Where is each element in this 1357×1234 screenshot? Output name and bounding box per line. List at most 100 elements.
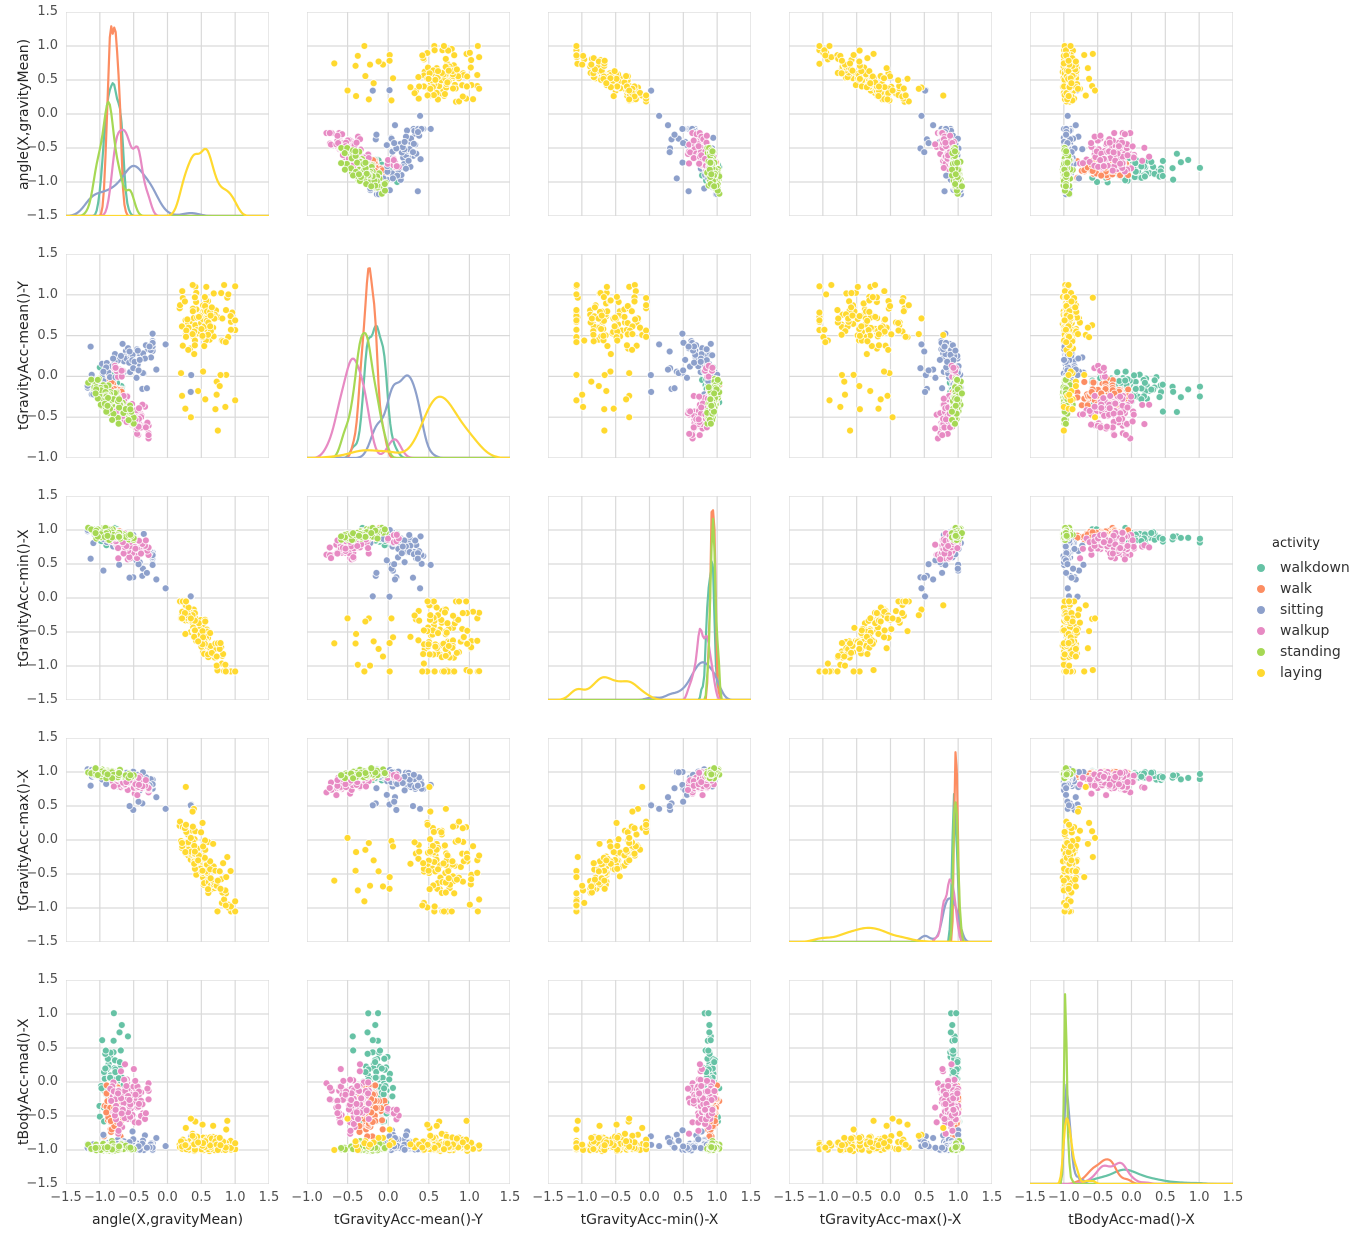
y-tick-label: 0.5 — [37, 556, 58, 571]
kde-cell-madX — [1030, 980, 1233, 1184]
y-axis-title-angle: angle(X,gravityMean) — [16, 38, 32, 190]
scatter-cell-meanY-vs-minX — [548, 254, 751, 458]
scatter-cell-angle-vs-madX — [1030, 12, 1233, 216]
x-tick-label: −0.5 — [840, 1190, 873, 1205]
y-tick-label: −1.5 — [26, 208, 58, 223]
y-tick-label: 0.5 — [37, 327, 58, 343]
kde-cell-meanY — [307, 254, 510, 458]
y-tick-label: −1.5 — [26, 692, 58, 707]
x-tick-label: 0.5 — [418, 1190, 440, 1205]
y-tick-label: 1.0 — [37, 522, 58, 537]
y-tick-label: −0.5 — [26, 140, 58, 155]
scatter-cell-maxX-vs-madX — [1030, 738, 1233, 942]
y-tick-label: 1.5 — [37, 488, 58, 503]
y-tick-label: 0.0 — [37, 106, 58, 121]
y-tick-label: 1.0 — [37, 286, 58, 302]
y-tick-label: −1.5 — [26, 1176, 58, 1191]
legend-entries: walkdown walk sitting walkup standing laying — [1248, 557, 1356, 683]
x-tick-label: −1.0 — [84, 1190, 116, 1205]
y-tick-label: −0.5 — [26, 1108, 58, 1123]
scatter-cell-madX-vs-maxX — [789, 980, 992, 1184]
y-tick-label: 1.0 — [37, 1006, 58, 1021]
legend-title: activity — [1272, 536, 1320, 551]
x-axis-title-madX: tBodyAcc-mad()-X — [1068, 1212, 1195, 1228]
legend-dot-icon — [1257, 668, 1265, 677]
scatter-cell-maxX-vs-meanY — [307, 738, 510, 942]
kde-cell-maxX — [789, 738, 992, 942]
y-tick-label: −1.0 — [26, 450, 58, 465]
y-tick-label: −1.0 — [26, 658, 58, 673]
x-tick-label: −0.5 — [331, 1190, 364, 1205]
legend-entry-standing: standing — [1248, 641, 1356, 662]
x-tick-label: 0.5 — [672, 1190, 694, 1205]
legend-label: walkup — [1280, 622, 1330, 639]
scatter-cell-minX-vs-meanY — [307, 496, 510, 700]
y-tick-label: 1.0 — [37, 38, 58, 53]
y-tick-label: 1.0 — [37, 764, 58, 779]
x-tick-label: 1.0 — [224, 1190, 246, 1205]
x-axis-title-meanY: tGravityAcc-mean()-Y — [334, 1212, 483, 1228]
y-tick-label: 0.0 — [37, 368, 58, 384]
legend-dot-icon — [1257, 563, 1265, 572]
y-tick-label: 0.5 — [37, 798, 58, 813]
x-tick-label: 1.5 — [740, 1190, 762, 1205]
y-tick-label: −0.5 — [26, 409, 58, 425]
x-tick-label: 1.0 — [947, 1190, 969, 1205]
scatter-cell-maxX-vs-angle — [66, 738, 269, 942]
x-tick-label: 1.0 — [706, 1190, 728, 1205]
y-tick-label: −1.0 — [26, 1142, 58, 1157]
legend-entry-sitting: sitting — [1248, 599, 1356, 620]
scatter-cell-madX-vs-meanY — [307, 980, 510, 1184]
x-tick-label: −0.5 — [1081, 1190, 1114, 1205]
y-axis-title-madX: tBodyAcc-mad()-X — [16, 1018, 32, 1146]
x-tick-label: 0.0 — [1121, 1190, 1142, 1205]
x-tick-label: 1.5 — [499, 1190, 521, 1205]
legend-entry-walk: walk — [1248, 578, 1356, 599]
x-tick-label: 1.0 — [1188, 1190, 1210, 1205]
x-tick-label: 0.5 — [913, 1190, 935, 1205]
x-tick-label: 0.0 — [377, 1190, 399, 1205]
legend-entry-walkup: walkup — [1248, 620, 1356, 641]
scatter-cell-angle-vs-meanY — [307, 12, 510, 216]
y-axis-title-minX: tGravityAcc-min()-X — [16, 529, 32, 667]
x-axis-title-minX: tGravityAcc-min()-X — [580, 1212, 719, 1228]
x-tick-label: −0.5 — [117, 1190, 150, 1205]
kde-cell-angle — [66, 12, 269, 216]
x-tick-label: 1.5 — [258, 1190, 280, 1205]
scatter-cell-minX-vs-maxX — [789, 496, 992, 700]
y-tick-label: 0.0 — [37, 590, 58, 605]
scatter-cell-meanY-vs-angle — [66, 254, 269, 458]
x-tick-label: 1.5 — [1222, 1190, 1244, 1205]
x-tick-label: 1.5 — [981, 1190, 1003, 1205]
scatter-cell-meanY-vs-maxX — [789, 254, 992, 458]
y-tick-label: −0.5 — [26, 866, 58, 881]
y-tick-label: 1.5 — [37, 730, 58, 745]
y-tick-label: 0.5 — [37, 1040, 58, 1055]
x-tick-label: −1.0 — [566, 1190, 598, 1205]
y-tick-label: −1.5 — [26, 934, 58, 949]
legend-label: walk — [1280, 580, 1313, 597]
x-tick-label: −1.0 — [291, 1190, 323, 1205]
x-tick-label: −1.5 — [773, 1190, 805, 1205]
x-axis-title-maxX: tGravityAcc-max()-X — [819, 1212, 962, 1228]
x-tick-label: 1.0 — [459, 1190, 480, 1205]
x-tick-label: 0.0 — [639, 1190, 660, 1205]
scatter-cell-angle-vs-minX — [548, 12, 751, 216]
scatter-cell-minX-vs-madX — [1030, 496, 1233, 700]
x-tick-label: 0.0 — [880, 1190, 901, 1205]
y-tick-label: 0.0 — [37, 1074, 58, 1089]
y-tick-label: −1.0 — [26, 900, 58, 915]
y-tick-label: 0.0 — [37, 832, 58, 847]
x-tick-label: −1.0 — [807, 1190, 839, 1205]
x-tick-label: 0.0 — [157, 1190, 178, 1205]
x-tick-label: −1.5 — [1014, 1190, 1046, 1205]
y-tick-label: 1.5 — [37, 246, 58, 261]
x-tick-label: −1.5 — [532, 1190, 564, 1205]
legend-label: sitting — [1280, 601, 1324, 618]
y-axis-title-maxX: tGravityAcc-max()-X — [16, 769, 32, 911]
x-tick-label: −1.5 — [50, 1190, 82, 1205]
scatter-cell-meanY-vs-madX — [1030, 254, 1233, 458]
scatter-cell-madX-vs-minX — [548, 980, 751, 1184]
x-tick-label: 0.5 — [190, 1190, 212, 1205]
